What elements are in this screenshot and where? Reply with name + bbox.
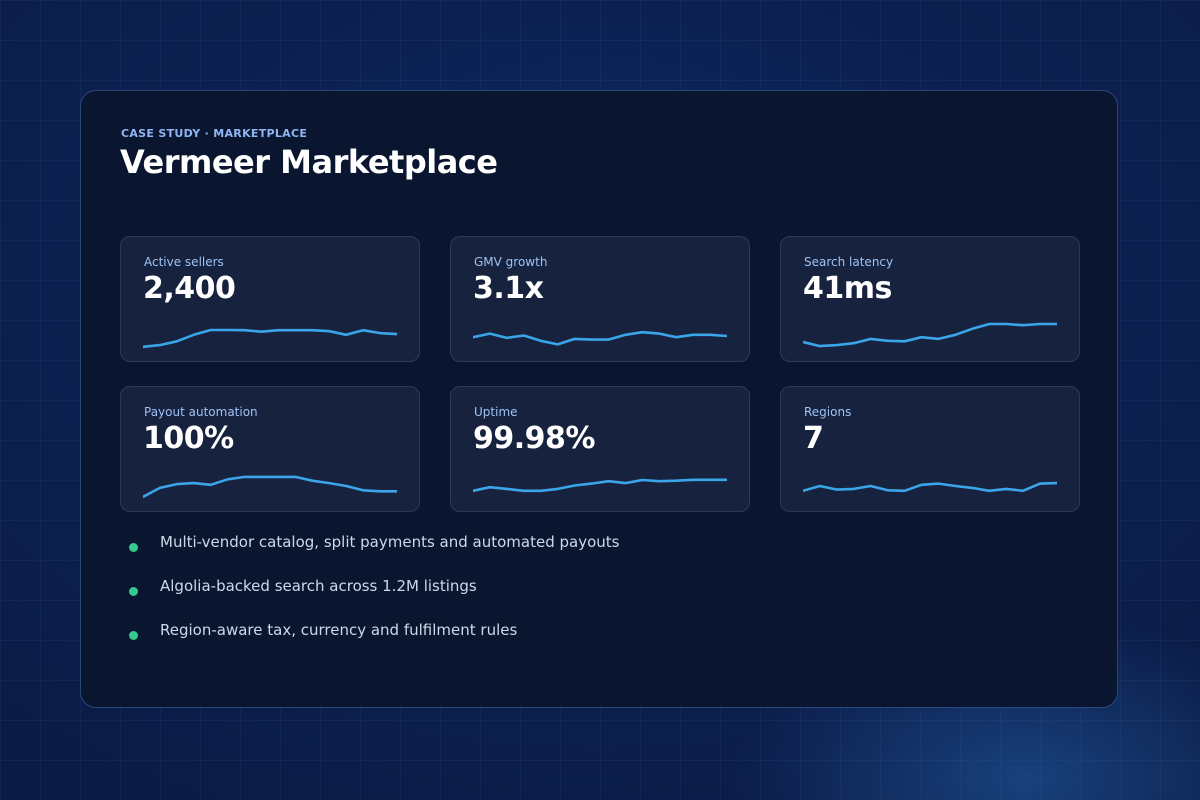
sparkline-series (473, 330, 727, 346)
sparkline-series (143, 328, 397, 349)
sparkline-chart (143, 328, 397, 349)
metric-label: Payout automation (144, 405, 258, 419)
sparkline-chart (473, 478, 727, 493)
sparkline-series (473, 478, 727, 493)
metric-value: 2,400 (143, 271, 236, 306)
metric-value: 41ms (803, 271, 892, 306)
metric-value: 99.98% (473, 421, 595, 456)
metric-value: 7 (803, 421, 824, 456)
metric-label: Search latency (804, 255, 894, 269)
sparkline-series (803, 322, 1057, 348)
feature-text: Region-aware tax, currency and fulfilmen… (160, 621, 518, 639)
metric-card-regions: Regions 7 (780, 386, 1080, 512)
metric-label: GMV growth (474, 255, 548, 269)
sparkline-series (803, 481, 1057, 493)
metric-value: 3.1x (473, 271, 544, 306)
metric-label: Regions (804, 405, 852, 419)
page-title: Vermeer Marketplace (120, 143, 498, 181)
metric-label: Active sellers (144, 255, 224, 269)
metric-card-search-latency: Search latency 41ms (780, 236, 1080, 362)
metric-value: 100% (143, 421, 234, 456)
sparkline-chart (803, 322, 1057, 348)
metric-label: Uptime (474, 405, 518, 419)
sparkline-chart (143, 475, 397, 499)
case-study-card: CASE STUDY · MARKETPLACE Vermeer Marketp… (80, 90, 1118, 708)
metric-card-payout-automation: Payout automation 100% (120, 386, 420, 512)
feature-text: Multi-vendor catalog, split payments and… (160, 533, 620, 551)
sparkline-chart (803, 481, 1057, 493)
bullet-dot-icon (129, 587, 138, 596)
metric-card-uptime: Uptime 99.98% (450, 386, 750, 512)
eyebrow-label: CASE STUDY · MARKETPLACE (121, 127, 308, 140)
metric-card-gmv-growth: GMV growth 3.1x (450, 236, 750, 362)
sparkline-chart (473, 330, 727, 346)
bullet-dot-icon (129, 543, 138, 552)
bullet-dot-icon (129, 631, 138, 640)
metric-card-active-sellers: Active sellers 2,400 (120, 236, 420, 362)
sparkline-series (143, 475, 397, 499)
feature-text: Algolia-backed search across 1.2M listin… (160, 577, 477, 595)
